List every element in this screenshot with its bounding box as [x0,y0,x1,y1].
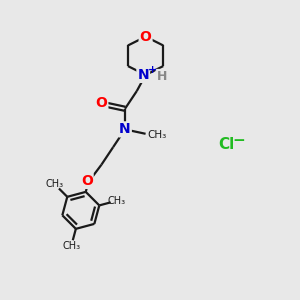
Text: CH₃: CH₃ [148,130,167,140]
Text: −: − [232,133,245,148]
Text: CH₃: CH₃ [108,196,126,206]
Text: CH₃: CH₃ [45,179,63,189]
Text: N: N [119,122,131,136]
Text: +: + [147,64,157,75]
Text: O: O [95,96,107,110]
Text: N: N [137,68,149,82]
Text: CH₃: CH₃ [62,242,80,251]
Text: O: O [140,30,152,44]
Text: O: O [81,174,93,188]
Text: H: H [157,70,167,83]
Text: Cl: Cl [218,136,235,152]
